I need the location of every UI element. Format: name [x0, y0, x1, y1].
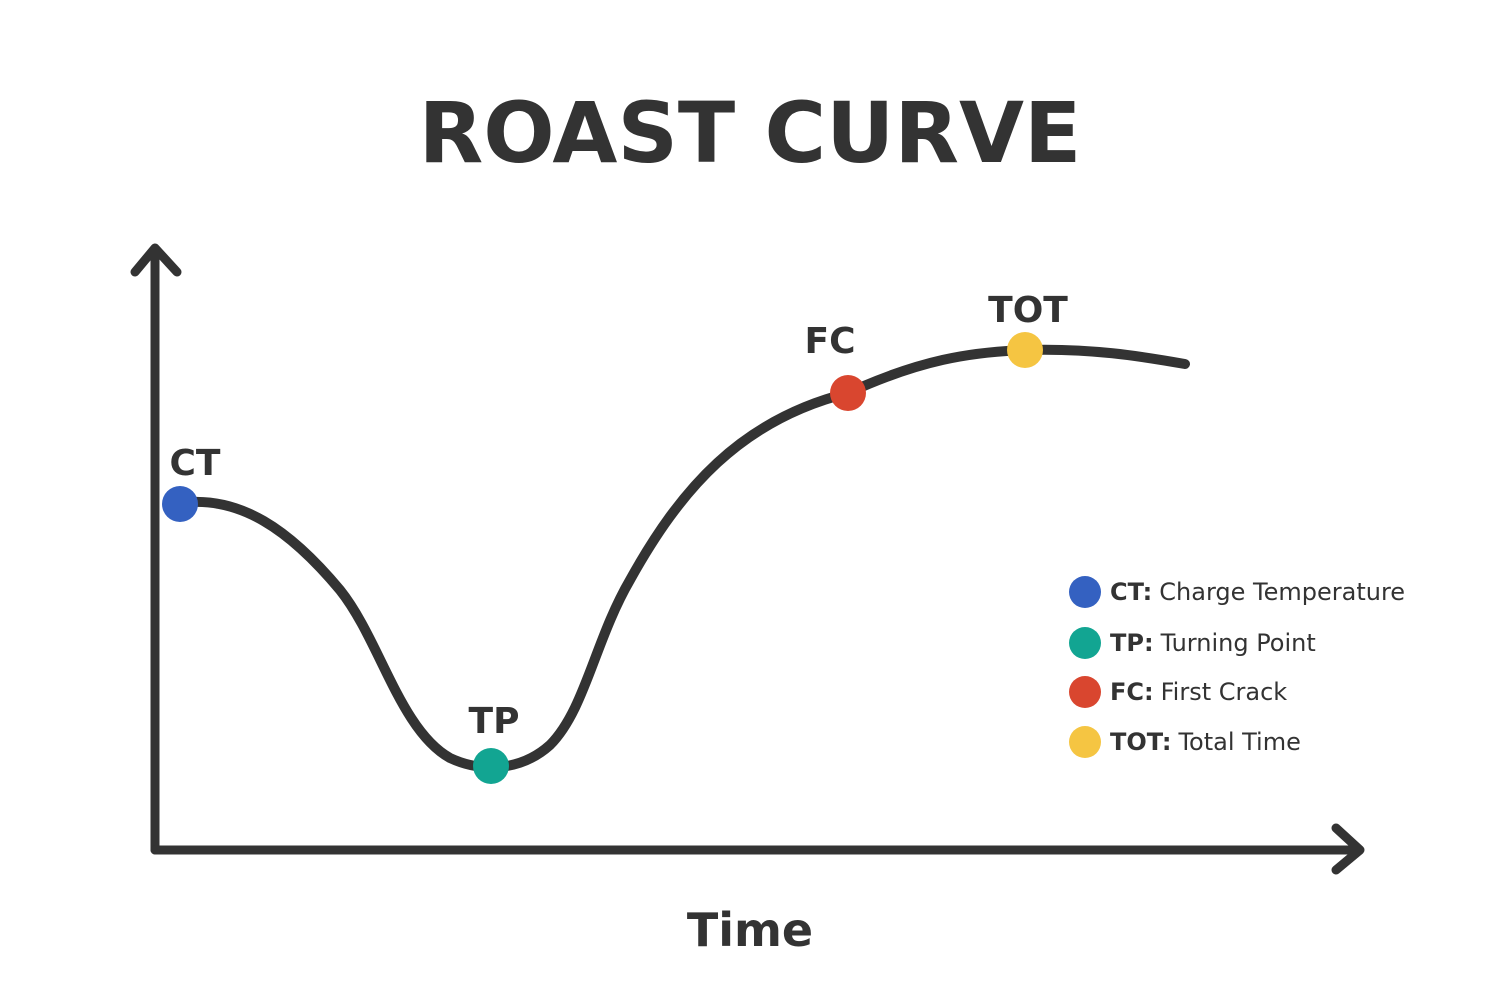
x-axis	[150, 823, 1365, 875]
axes	[130, 243, 1365, 875]
legend-swatch	[1069, 726, 1101, 758]
point-marker	[1007, 332, 1043, 368]
legend-text: Charge Temperature	[1159, 578, 1405, 606]
legend-abbr: FC:	[1110, 678, 1154, 706]
legend-abbr: CT:	[1110, 578, 1152, 606]
legend-text: Total Time	[1177, 728, 1300, 756]
x-axis-label: Time	[687, 903, 813, 957]
title: ROAST CURVE	[419, 84, 1082, 182]
legend-entry: TOT: Total Time	[1110, 728, 1301, 756]
legend-entry: FC: First Crack	[1110, 678, 1287, 706]
point-marker	[473, 748, 509, 784]
legend-entry: CT: Charge Temperature	[1110, 578, 1405, 606]
y-axis	[130, 243, 182, 855]
legend-abbr: TOT:	[1110, 728, 1171, 756]
legend-abbr: TP:	[1110, 629, 1154, 657]
point-label: CT	[170, 443, 221, 484]
legend-entry: TP: Turning Point	[1110, 629, 1316, 657]
legend-text: First Crack	[1161, 678, 1288, 706]
point-marker	[830, 375, 866, 411]
legend-swatch	[1069, 627, 1101, 659]
roast-curve	[175, 344, 1190, 773]
point-label: TP	[469, 701, 520, 742]
legend-swatch	[1069, 676, 1101, 708]
point-marker	[162, 486, 198, 522]
legend-swatch	[1069, 576, 1101, 608]
point-label: FC	[804, 321, 855, 362]
point-label: TOT	[988, 290, 1068, 331]
legend-text: Turning Point	[1160, 629, 1316, 657]
